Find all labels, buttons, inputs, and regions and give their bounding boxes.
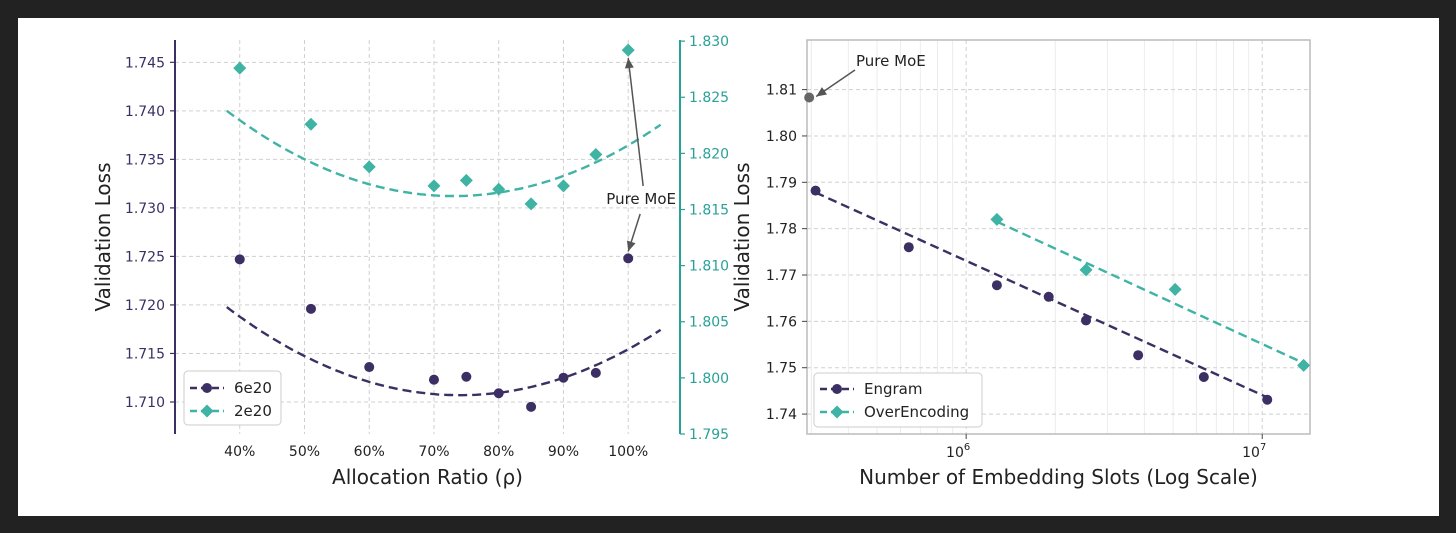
right-y-tick-label: 1.78 — [766, 222, 797, 238]
figure-canvas: 1.710 1.715 1.720 1.725 1.730 1.735 1.740 1.745… — [18, 18, 1439, 516]
left-point-6e20 — [590, 367, 601, 378]
left-fit-6e20 — [226, 306, 662, 397]
left-x-tick-label: 40% — [224, 444, 255, 460]
right-point-Engram — [903, 242, 914, 253]
right-y-tick-label: 1.830 — [689, 34, 729, 50]
right-y-tick-label: 1.800 — [689, 371, 729, 387]
left-legend: 6e20 2e20 — [183, 370, 282, 426]
left-legend-marker — [200, 404, 214, 418]
right-y-tick-label: 1.77 — [766, 268, 797, 284]
right-y-axis-label: Validation Loss — [730, 163, 754, 312]
left-y-axis-label: Validation Loss — [91, 163, 115, 312]
right-x-axis-label: Number of Embedding Slots (Log Scale) — [859, 465, 1258, 489]
left-point-2e20 — [556, 179, 570, 193]
right-point-Engram — [1081, 315, 1092, 326]
right-plot-frame — [806, 39, 1311, 435]
left-annotation-arrow-upper — [627, 58, 644, 187]
right-x-tick-label: 107 — [1242, 442, 1266, 461]
left-point-2e20 — [459, 173, 473, 187]
right-legend: Engram OverEncoding — [813, 372, 983, 428]
left-point-6e20 — [234, 254, 245, 265]
right-point-OverEncoding — [1168, 282, 1182, 296]
right-legend-label: OverEncoding — [864, 403, 969, 421]
right-point-Engram — [1198, 371, 1209, 382]
left-x-tick-label: 50% — [289, 444, 320, 460]
left-annotation-arrow-upper-head — [624, 58, 634, 69]
right-fit-OverEncoding — [996, 220, 1305, 365]
right-point-Engram — [991, 280, 1002, 291]
left-y-tick-label: 1.730 — [125, 201, 165, 217]
left-y-tick-label: 1.725 — [125, 249, 165, 265]
left-chart: 1.710 1.715 1.720 1.725 1.730 1.735 1.740 1.745… — [91, 34, 729, 489]
right-legend-label: Engram — [864, 380, 922, 398]
right-legend-marker — [832, 384, 842, 394]
left-fit-2e20 — [226, 109, 662, 198]
right-pure-moe-point — [804, 92, 815, 103]
right-y-tick-label: 1.795 — [689, 427, 729, 443]
left-legend-label: 2e20 — [234, 402, 272, 420]
right-y-tick-label: 1.815 — [689, 202, 729, 218]
left-y-tick-label: 1.710 — [125, 395, 165, 411]
left-y-tick-label: 1.745 — [125, 55, 165, 71]
left-y-tick-label: 1.720 — [125, 298, 165, 314]
left-point-6e20 — [305, 303, 316, 314]
left-point-6e20 — [461, 371, 472, 382]
left-point-6e20 — [558, 372, 569, 383]
right-y-tick-label: 1.805 — [689, 315, 729, 331]
left-x-tick-label: 70% — [418, 444, 449, 460]
left-point-6e20 — [623, 253, 634, 264]
left-point-6e20 — [493, 388, 504, 399]
left-y-tick-label: 1.740 — [125, 104, 165, 120]
left-y-tick-label: 1.735 — [125, 152, 165, 168]
left-legend-label: 6e20 — [234, 379, 272, 397]
right-y-tick-label: 1.825 — [689, 90, 729, 106]
left-y-tick-label: 1.715 — [125, 346, 165, 362]
left-x-tick-label: 90% — [548, 444, 579, 460]
left-point-2e20 — [427, 179, 441, 193]
left-point-2e20 — [621, 43, 635, 57]
right-point-Engram — [1043, 291, 1054, 302]
left-point-2e20 — [362, 160, 376, 174]
left-point-2e20 — [492, 182, 506, 196]
right-point-OverEncoding — [1297, 358, 1311, 372]
left-point-6e20 — [364, 362, 375, 373]
right-y-tick-label: 1.74 — [766, 407, 797, 423]
right-annotation-text: Pure MoE — [856, 52, 926, 70]
right-y-tick-label: 1.81 — [766, 83, 797, 99]
right-point-Engram — [1133, 350, 1144, 361]
left-legend-marker — [202, 383, 212, 393]
left-point-2e20 — [233, 61, 247, 75]
left-point-2e20 — [304, 117, 318, 131]
left-x-axis-label: Allocation Ratio (ρ) — [332, 465, 523, 489]
right-point-OverEncoding — [1079, 263, 1093, 277]
right-chart: 1.74 1.75 1.76 1.77 1.78 1.79 1.80 1.81 106 107 Nu… — [730, 39, 1311, 489]
right-y-tick-label: 1.820 — [689, 146, 729, 162]
right-legend-marker — [830, 405, 844, 419]
left-annotation-arrow-lower-head — [626, 240, 636, 252]
right-point-Engram — [810, 185, 821, 196]
left-x-tick-label: 100% — [608, 444, 648, 460]
right-fit-Engram — [815, 191, 1268, 399]
right-y-tick-label: 1.75 — [766, 361, 797, 377]
right-point-Engram — [1262, 394, 1273, 405]
left-point-2e20 — [589, 147, 603, 161]
left-point-6e20 — [428, 374, 439, 385]
left-x-tick-label: 80% — [483, 444, 514, 460]
right-point-OverEncoding — [990, 212, 1004, 226]
right-y-tick-label: 1.79 — [766, 175, 797, 191]
right-x-tick-label: 106 — [946, 442, 970, 461]
right-legend-box — [813, 372, 983, 428]
right-annotation-arrow-head — [816, 87, 827, 97]
left-annotation-text: Pure MoE — [606, 190, 676, 208]
right-y-tick-label: 1.810 — [689, 259, 729, 275]
left-point-2e20 — [524, 197, 538, 211]
figure-svg: 1.7101.7151.7201.7251.7301.7351.7401.745… — [91, 34, 1311, 489]
right-y-tick-label: 1.80 — [766, 129, 797, 145]
right-y-tick-label: 1.76 — [766, 314, 797, 330]
left-x-tick-label: 60% — [354, 444, 385, 460]
left-point-6e20 — [526, 401, 537, 412]
